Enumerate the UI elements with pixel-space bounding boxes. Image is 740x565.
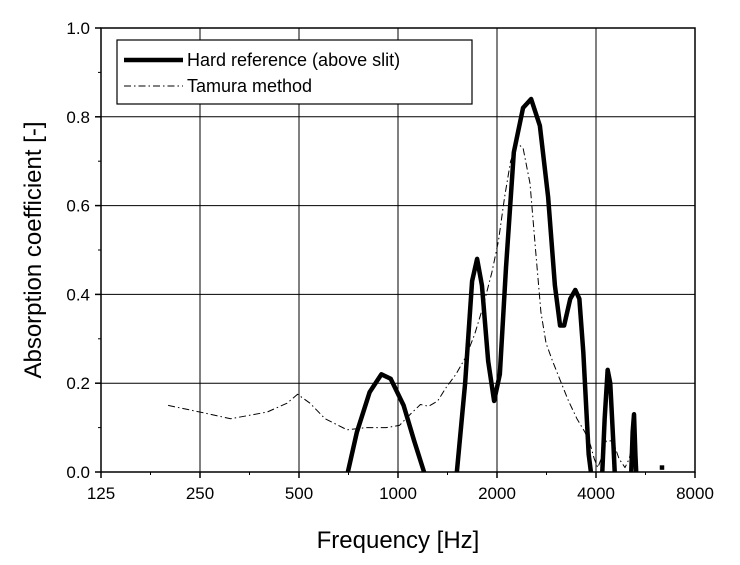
- y-tick-label: 1.0: [66, 19, 90, 38]
- hard-reference-line-segment-3: [629, 412, 639, 473]
- y-tick-label: 0.4: [66, 285, 90, 304]
- y-tick-label: 0.2: [66, 374, 90, 393]
- x-tick-label: 500: [285, 484, 313, 503]
- x-tick-label: 1000: [379, 484, 417, 503]
- x-tick-label: 4000: [577, 484, 615, 503]
- y-tick-label: 0.0: [66, 463, 90, 482]
- hard-reference-line-segment-2: [600, 367, 617, 473]
- x-axis-label: Frequency [Hz]: [317, 527, 480, 554]
- hard-reference-line-segment-1: [454, 96, 594, 473]
- legend-label-tamura: Tamura method: [187, 76, 312, 96]
- legend: Hard reference (above slit) Tamura metho…: [116, 39, 473, 105]
- x-tick-label: 250: [186, 484, 214, 503]
- x-tick-label: 2000: [478, 484, 516, 503]
- series-layer: [168, 96, 665, 473]
- x-tick-label: 8000: [676, 484, 714, 503]
- y-axis-label: Absorption coefficient [-]: [20, 121, 47, 378]
- ticks: 125 250 500 1000 2000 4000 8000 0.0 0.2 0.4 0.6 0.8…: [66, 19, 714, 503]
- hard-reference-line-segment-0: [345, 372, 427, 473]
- y-tick-label: 0.8: [66, 108, 90, 127]
- x-tick-label: 125: [87, 484, 115, 503]
- legend-box: [116, 39, 473, 105]
- y-tick-label: 0.6: [66, 197, 90, 216]
- legend-label-hard-reference: Hard reference (above slit): [187, 50, 400, 70]
- tamura-method-line-segment-0: [168, 142, 639, 473]
